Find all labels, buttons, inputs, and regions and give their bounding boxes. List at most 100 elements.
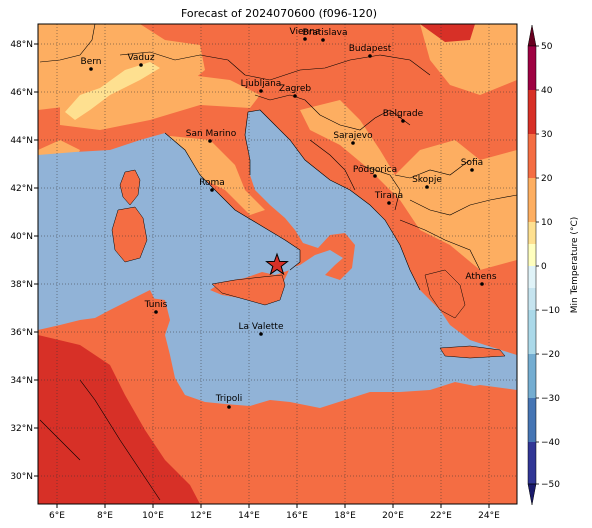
city-tunis: Tunis (144, 300, 168, 314)
x-tick-label: 24°E (478, 511, 500, 521)
y-tick-label: 44°N (10, 136, 33, 146)
colorbar-segment (528, 222, 536, 244)
svg-text:Athens: Athens (465, 272, 496, 282)
city-podgorica: Podgorica (353, 165, 397, 178)
map-title: Forecast of 2024070600 (f096-120) (181, 7, 377, 20)
svg-text:Budapest: Budapest (349, 44, 392, 54)
colorbar-segment (528, 288, 536, 310)
colorbar-segment (528, 46, 536, 90)
colorbar-tick-label: 50 (541, 42, 553, 52)
mild-temperature-zone-east (420, 24, 517, 95)
y-tick-label: 34°N (10, 376, 33, 386)
svg-text:Zagreb: Zagreb (279, 84, 311, 94)
colorbar-tick-label: 40 (541, 86, 553, 96)
colorbar-tick-label: 0 (541, 262, 547, 272)
x-tick-label: 6°E (49, 511, 65, 521)
sicily-island (211, 274, 286, 306)
peloponnese (424, 269, 466, 319)
svg-text:Skopje: Skopje (412, 175, 442, 185)
city-tripoli: Tripoli (215, 394, 243, 409)
colorbar: 50 40 30 20 10 0 −10 −20 −30 −40 −50 Min… (527, 24, 580, 506)
country-borders (39, 24, 517, 501)
x-tick-label: 20°E (382, 511, 404, 521)
city-sarajevo: Sarajevo (333, 131, 373, 145)
city-budapest: Budapest (349, 44, 392, 58)
city-vienna: Vienna (290, 27, 321, 41)
city-roma: Roma (199, 178, 225, 192)
x-tick-label: 10°E (142, 511, 164, 521)
svg-text:Bratislava: Bratislava (303, 28, 348, 38)
svg-text:Vienna: Vienna (290, 27, 321, 37)
city-la-valette: La Valette (239, 322, 284, 336)
colorbar-tick-label: 20 (541, 174, 553, 184)
svg-text:Bern: Bern (81, 57, 102, 67)
svg-text:Tirana: Tirana (374, 191, 403, 201)
city-zagreb: Zagreb (279, 84, 311, 98)
x-tick-label: 14°E (238, 511, 260, 521)
svg-text:Sofia: Sofia (461, 158, 483, 168)
map-area: Vienna Bratislava Budapest Vaduz Bern Lj… (38, 24, 517, 504)
colorbar-segment (528, 244, 536, 266)
colorbar-segment (528, 310, 536, 354)
colorbar-top-arrow (527, 24, 537, 47)
colorbar-segment (528, 398, 536, 442)
y-tick-label: 40°N (10, 232, 33, 242)
y-tick-label: 46°N (10, 88, 33, 98)
city-ljubljana: Ljubljana (241, 79, 282, 93)
svg-text:Tunis: Tunis (144, 300, 168, 310)
y-tick-label: 42°N (10, 184, 33, 194)
colorbar-frame (527, 45, 537, 485)
italy-coastline (164, 109, 421, 291)
hot-temperature-zone-north (420, 24, 475, 42)
y-tick-label: 48°N (10, 40, 33, 50)
tunisia-cape (150, 298, 170, 335)
x-tick-label: 18°E (334, 511, 356, 521)
city-skopje: Skopje (412, 175, 442, 189)
city-belgrade: Belgrade (383, 109, 424, 123)
city-bratislava: Bratislava (303, 28, 348, 42)
hot-temperature-zone-africa (38, 335, 200, 504)
colorbar-segment (528, 442, 536, 484)
colorbar-tick-label: −50 (541, 480, 560, 490)
colorbar-tick-label: −30 (541, 394, 560, 404)
colorbar-bottom-arrow (527, 483, 537, 506)
colorbar-tick-label: 30 (541, 130, 553, 140)
svg-text:Ljubljana: Ljubljana (241, 79, 282, 89)
colorbar-segment (528, 354, 536, 398)
y-axis: 48°N 46°N 44°N 42°N 40°N 38°N 36°N 34°N … (10, 40, 38, 482)
colorbar-tick-label: −20 (541, 350, 560, 360)
city-vaduz: Vaduz (127, 53, 155, 67)
city-tirana: Tirana (374, 191, 403, 205)
x-tick-label: 12°E (190, 511, 212, 521)
colorbar-label: Min Temperature (°C) (570, 217, 580, 314)
forecast-location-star-icon (265, 252, 289, 276)
x-tick-label: 8°E (97, 511, 113, 521)
x-tick-label: 22°E (430, 511, 452, 521)
svg-text:Podgorica: Podgorica (353, 165, 397, 175)
graticule (38, 24, 517, 504)
city-san-marino: San Marino (186, 129, 237, 143)
colorbar-segment (528, 90, 536, 134)
colorbar-tick-label: −10 (541, 306, 560, 316)
cyrenaica-coast (440, 385, 517, 504)
svg-text:Tripoli: Tripoli (215, 394, 243, 404)
y-tick-label: 30°N (10, 472, 33, 482)
cool-zone-alps (65, 62, 160, 120)
colorbar-segment (528, 178, 536, 222)
svg-text:Sarajevo: Sarajevo (333, 131, 373, 141)
svg-text:Roma: Roma (199, 178, 225, 188)
city-markers: Vienna Bratislava Budapest Vaduz Bern Lj… (81, 27, 497, 409)
x-axis: 6°E 8°E 10°E 12°E 14°E 16°E 18°E 20°E 22… (49, 504, 500, 521)
colorbar-segment (528, 266, 536, 288)
sardinia-island (111, 206, 148, 263)
svg-text:Belgrade: Belgrade (383, 109, 424, 119)
corsica-island (119, 169, 141, 206)
svg-text:San Marino: San Marino (186, 129, 237, 139)
city-bern: Bern (81, 57, 102, 71)
y-tick-label: 32°N (10, 424, 33, 434)
city-sofia: Sofia (461, 158, 483, 172)
svg-text:La Valette: La Valette (239, 322, 284, 332)
y-tick-label: 38°N (10, 280, 33, 290)
x-tick-label: 16°E (286, 511, 308, 521)
